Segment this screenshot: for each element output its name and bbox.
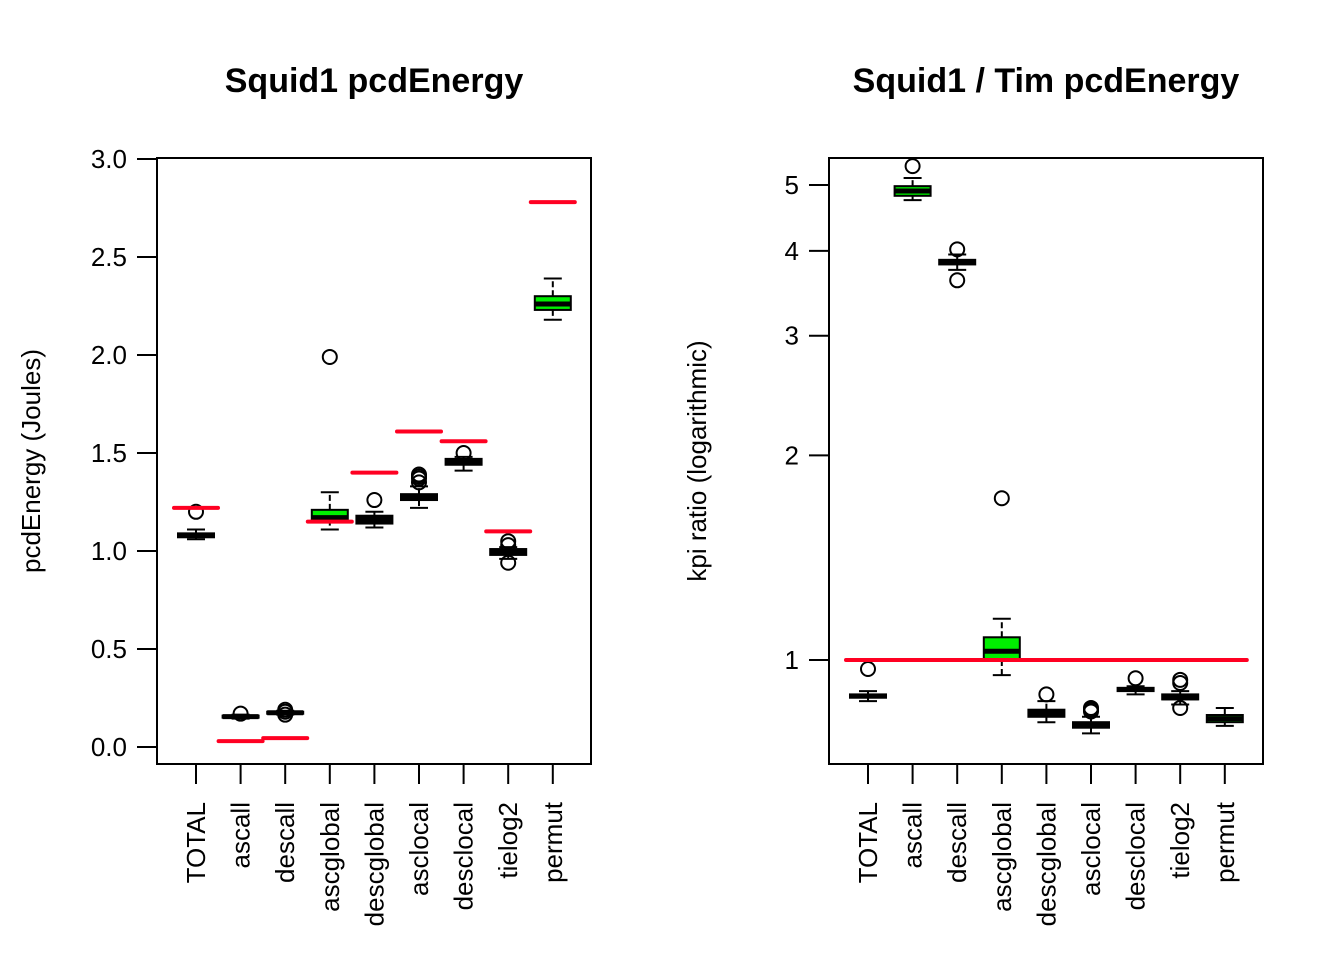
x-tick-label: asclocal: [1076, 802, 1106, 896]
outlier-point: [500, 533, 517, 550]
x-tick-label: TOTAL: [181, 802, 211, 883]
y-tick-label: 5: [785, 170, 799, 200]
outlier-point: [949, 272, 966, 289]
outlier-point: [1172, 671, 1189, 688]
outlier-point: [366, 492, 383, 509]
box-ascall: [893, 158, 932, 202]
outlier-point: [455, 445, 472, 461]
outlier-point: [232, 705, 249, 722]
box-asclocal: [1072, 699, 1110, 735]
outlier-point: [860, 660, 876, 677]
x-tick-label: descall: [942, 802, 972, 883]
x-axis: TOTAL ascall descall ascglobal descglobal asc…: [181, 764, 568, 926]
y-tick-label: 0.0: [91, 732, 127, 762]
box-iqr: [982, 636, 1021, 662]
x-tick-label: permut: [538, 801, 568, 883]
boxplot-marks: [844, 158, 1249, 735]
outlier-point: [500, 537, 517, 554]
box-tielog2: [1161, 671, 1200, 716]
box-descall: [938, 241, 977, 289]
panel-ratio: Squid1 / Tim pcdEnergy kpi ratio (logari…: [682, 62, 1264, 926]
panel-energy: Squid1 pcdEnergy pcdEnergy (Joules) 0.00…: [16, 62, 592, 926]
outlier-point: [411, 466, 427, 483]
box-asclocal: [395, 429, 443, 509]
outlier-point: [1083, 699, 1099, 716]
x-tick-label: tielog2: [1165, 802, 1195, 879]
y-tick-label: 0.5: [91, 634, 127, 664]
outlier-point: [411, 474, 427, 491]
box-desclocal: [1116, 670, 1155, 696]
y-tick-label: 3.0: [91, 144, 127, 174]
box-TOTAL: [172, 503, 220, 541]
x-tick-label: descglobal: [359, 802, 389, 926]
box-descall: [261, 701, 310, 741]
y-axis: 1 2 3 4 5: [785, 170, 829, 675]
box-desclocal: [439, 439, 488, 472]
y-axis-label: kpi ratio (logarithmic): [682, 340, 712, 581]
outlier-point: [188, 503, 204, 520]
x-tick-label: ascglobal: [987, 802, 1017, 912]
y-tick-label: 1.5: [91, 438, 127, 468]
outlier-point: [904, 158, 921, 175]
outlier-point: [993, 490, 1010, 507]
y-axis-label: pcdEnergy (Joules): [16, 349, 46, 573]
x-tick-label: descall: [270, 802, 300, 883]
box-permut: [528, 200, 577, 321]
y-tick-label: 2.0: [91, 340, 127, 370]
x-tick-label: ascall: [898, 802, 928, 868]
x-tick-label: desclocal: [449, 802, 479, 910]
box-descglobal: [350, 470, 399, 529]
x-tick-label: permut: [1210, 801, 1240, 883]
outlier-point: [321, 348, 338, 365]
outlier-point: [949, 241, 966, 258]
y-tick-label: 3: [785, 321, 799, 351]
y-tick-label: 4: [785, 236, 799, 266]
x-tick-label: asclocal: [404, 802, 434, 896]
outlier-point: [500, 554, 517, 571]
y-tick-label: 1.0: [91, 536, 127, 566]
x-tick-label: desclocal: [1121, 802, 1151, 910]
plot-frame: [828, 157, 1264, 765]
outlier-point: [1127, 670, 1144, 687]
box-ascglobal: [982, 490, 1021, 677]
chart-title: Squid1 pcdEnergy: [225, 62, 524, 100]
box-permut: [1205, 706, 1244, 727]
x-tick-label: ascglobal: [315, 802, 345, 912]
box-descglobal: [1027, 686, 1066, 724]
x-tick-label: tielog2: [493, 802, 523, 879]
box-ascall: [216, 705, 265, 744]
plot-frame: [156, 157, 592, 765]
x-axis: TOTAL ascall descall ascglobal descglobal asc…: [853, 764, 1240, 926]
boxplot-marks: [172, 200, 577, 744]
y-tick-label: 2: [785, 440, 799, 470]
box-TOTAL: [849, 660, 887, 703]
y-tick-label: 1: [785, 645, 799, 675]
x-tick-label: ascall: [226, 802, 256, 868]
y-tick-label: 2.5: [91, 242, 127, 272]
x-tick-label: TOTAL: [853, 802, 883, 883]
chart-title: Squid1 / Tim pcdEnergy: [853, 62, 1240, 100]
box-ascglobal: [305, 348, 354, 531]
outlier-point: [277, 701, 294, 718]
x-tick-label: descglobal: [1031, 802, 1061, 926]
outlier-point: [1172, 675, 1189, 692]
outlier-point: [1172, 699, 1189, 716]
box-tielog2: [484, 529, 533, 571]
outlier-point: [1038, 686, 1055, 703]
y-axis: 0.0 0.5 1.0 1.5 2.0 2.5 3.0: [91, 144, 157, 762]
